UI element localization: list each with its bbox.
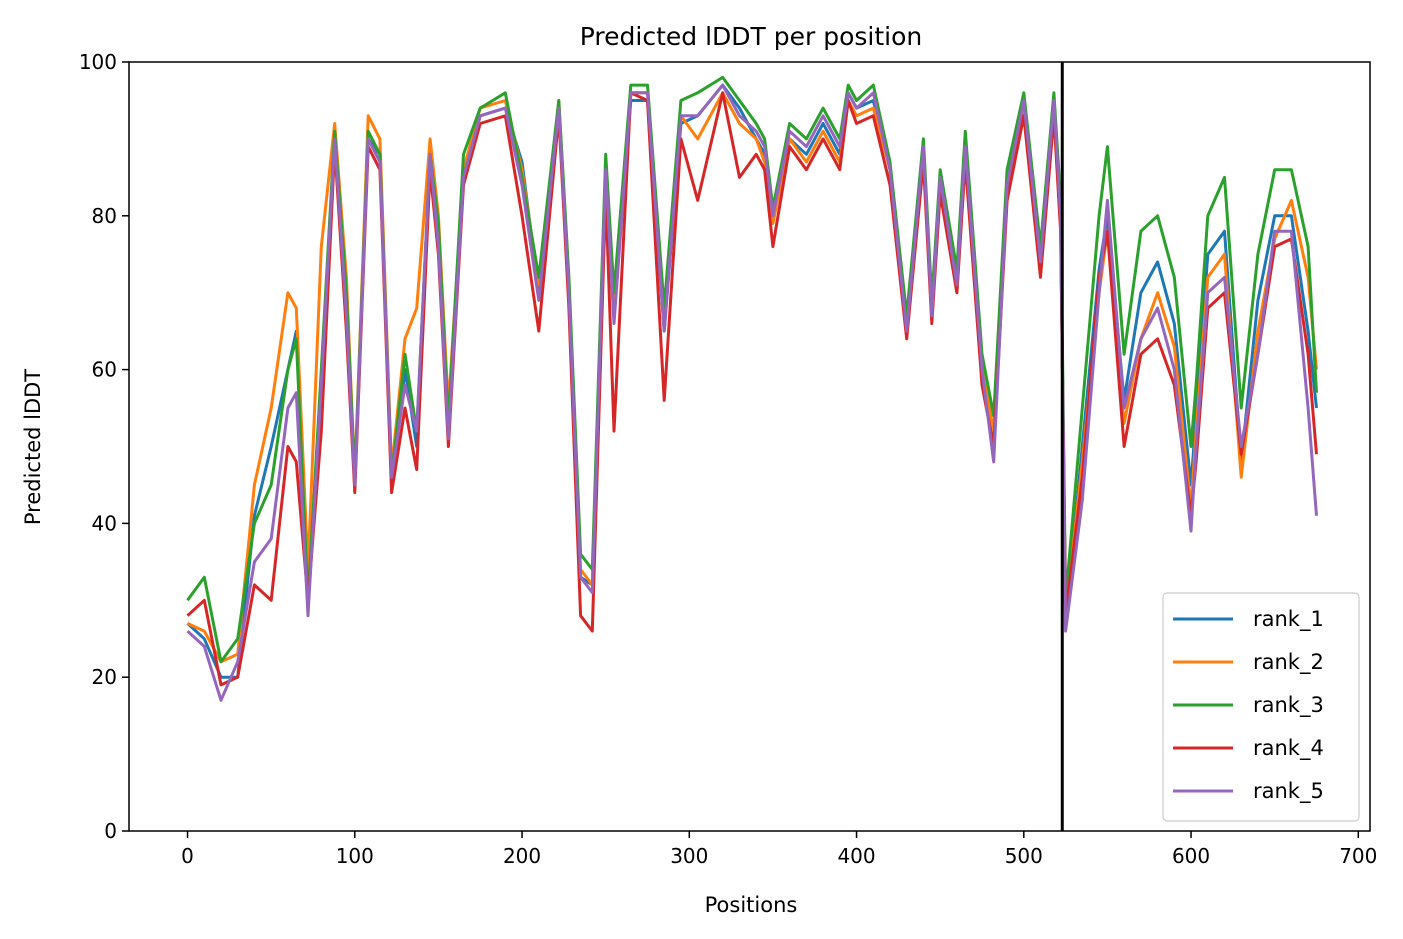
legend-label-rank_1: rank_1 — [1253, 607, 1324, 632]
x-tick-label: 500 — [1005, 844, 1043, 868]
x-tick-label: 400 — [837, 844, 875, 868]
legend-label-rank_3: rank_3 — [1253, 693, 1324, 718]
x-tick-label: 700 — [1339, 844, 1377, 868]
y-tick-label: 40 — [92, 511, 117, 535]
x-tick-label: 200 — [503, 844, 541, 868]
series-line-rank_4 — [186, 91, 1318, 687]
plot-frame — [128, 61, 1371, 832]
legend-box — [1162, 592, 1360, 822]
y-axis-title: Predicted lDDT — [21, 369, 45, 525]
x-tick-label: 100 — [336, 844, 374, 868]
y-tick-label: 80 — [92, 204, 117, 228]
y-tick-label: 100 — [79, 50, 117, 74]
series-line-rank_5 — [186, 83, 1318, 702]
chart-title: Predicted lDDT per position — [580, 22, 922, 51]
legend-label-rank_2: rank_2 — [1253, 650, 1324, 675]
legend: rank_1 rank_2 rank_3 rank_4 rank_5 — [1162, 592, 1360, 822]
series-line-rank_3 — [186, 75, 1318, 664]
series-lines — [186, 75, 1318, 702]
legend-label-rank_4: rank_4 — [1253, 736, 1324, 761]
x-axis-title: Positions — [705, 893, 798, 917]
x-tick-label: 0 — [181, 844, 194, 868]
x-axis: 0 100 200 300 400 500 600 700 — [181, 831, 1377, 868]
legend-label-rank_5: rank_5 — [1253, 779, 1324, 804]
y-tick-label: 20 — [92, 665, 117, 689]
y-tick-label: 0 — [104, 819, 117, 843]
y-axis: 0 20 40 60 80 100 — [79, 50, 129, 843]
y-tick-label: 60 — [92, 358, 117, 382]
x-tick-label: 600 — [1172, 844, 1210, 868]
x-tick-label: 300 — [670, 844, 708, 868]
